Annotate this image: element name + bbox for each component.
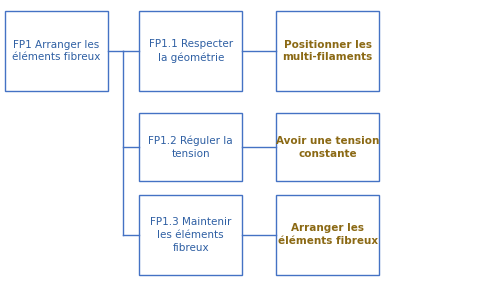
Text: FP1 Arranger les
éléments fibreux: FP1 Arranger les éléments fibreux [12, 40, 100, 62]
Text: Avoir une tension
constante: Avoir une tension constante [275, 136, 379, 158]
Text: FP1.2 Réguler la
tension: FP1.2 Réguler la tension [148, 136, 233, 159]
Text: Arranger les
éléments fibreux: Arranger les éléments fibreux [277, 224, 377, 246]
FancyBboxPatch shape [139, 113, 242, 181]
FancyBboxPatch shape [139, 11, 242, 91]
FancyBboxPatch shape [276, 11, 378, 91]
Text: FP1.3 Maintenir
les éléments
fibreux: FP1.3 Maintenir les éléments fibreux [150, 217, 231, 253]
FancyBboxPatch shape [276, 195, 378, 275]
FancyBboxPatch shape [276, 113, 378, 181]
FancyBboxPatch shape [139, 195, 242, 275]
Text: Positionner les
multi-filaments: Positionner les multi-filaments [282, 40, 372, 62]
FancyBboxPatch shape [5, 11, 107, 91]
Text: FP1.1 Respecter
la géométrie: FP1.1 Respecter la géométrie [148, 39, 232, 63]
